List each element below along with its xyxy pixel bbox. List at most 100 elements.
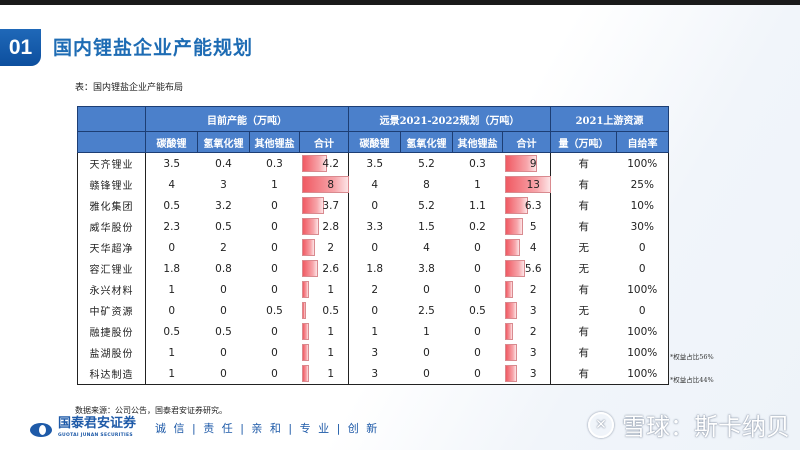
company-logo: 国泰君安证券 GUOTAI JUNAN SECURITIES <box>30 417 136 442</box>
current-value: 0.5 <box>145 195 198 216</box>
plan-value: 0 <box>452 342 503 363</box>
current-value: 0 <box>197 363 250 385</box>
plan-value: 1 <box>452 174 503 195</box>
table-row: 雅化集团 0.5 3.2 0 3.7 0 5.2 1.1 6.3 有 10% <box>77 195 670 216</box>
sub-header: 氢氧化锂 <box>400 131 453 153</box>
sub-header: 其他锂盐 <box>452 131 503 153</box>
total-value: 3 <box>529 304 537 317</box>
header-blank <box>77 106 146 132</box>
plan-value: 3.5 <box>348 152 401 174</box>
current-value: 1 <box>249 174 300 195</box>
total-bar <box>301 281 310 298</box>
total-value: 8 <box>327 178 335 191</box>
plan-value: 1 <box>400 321 453 342</box>
current-value: 0 <box>249 195 300 216</box>
total-bar <box>504 218 524 235</box>
company-name: 中矿资源 <box>77 300 146 321</box>
total-value: 1 <box>327 325 335 338</box>
total-value: 5.6 <box>524 262 542 275</box>
sub-header: 碳酸锂 <box>348 131 401 153</box>
self-sufficiency-rate: 0 <box>616 258 670 279</box>
current-value: 0.5 <box>249 300 300 321</box>
header-plan: 远景2021-2022规划（万吨） <box>347 106 552 132</box>
plan-value: 0.2 <box>452 216 503 237</box>
current-value: 0.5 <box>197 216 250 237</box>
total-bar <box>504 260 526 277</box>
current-value: 0 <box>197 300 250 321</box>
plan-value: 4 <box>348 174 401 195</box>
logo-icon <box>30 423 52 437</box>
current-total: 1 <box>299 363 349 385</box>
current-value: 0 <box>249 279 300 300</box>
plan-value: 3.8 <box>400 258 453 279</box>
total-bar <box>301 176 349 193</box>
snowball-icon: ✕ <box>588 411 614 438</box>
total-bar <box>301 218 320 235</box>
plan-total: 9 <box>502 152 552 174</box>
plan-value: 0 <box>348 195 401 216</box>
sub-header: 碳酸锂 <box>145 131 198 153</box>
total-bar <box>504 176 551 193</box>
current-total: 2 <box>299 237 349 258</box>
current-value: 1 <box>145 279 198 300</box>
current-value: 0 <box>197 342 250 363</box>
current-value: 0 <box>249 216 300 237</box>
sub-header: 自给率 <box>616 131 670 153</box>
total-value: 13 <box>526 178 540 191</box>
total-value: 3 <box>529 346 537 359</box>
current-value: 0.5 <box>145 321 198 342</box>
table-row: 天齐锂业 3.5 0.4 0.3 4.2 3.5 5.2 0.3 9 有 100% <box>77 152 670 174</box>
total-bar <box>301 344 310 361</box>
total-value: 1 <box>327 346 335 359</box>
plan-value: 0 <box>400 363 453 385</box>
equity-note: *权益占比44% <box>670 376 714 384</box>
company-name: 雅化集团 <box>77 195 146 216</box>
current-value: 0.8 <box>197 258 250 279</box>
plan-value: 0 <box>400 279 453 300</box>
total-bar <box>301 302 307 319</box>
company-name: 天齐锂业 <box>77 152 146 174</box>
resource-status: 无 <box>550 258 617 279</box>
table-row: 威华股份 2.3 0.5 0 2.8 3.3 1.5 0.2 5 有 30% <box>77 216 670 237</box>
group-header-row: 目前产能（万吨） 远景2021-2022规划（万吨） 2021上游资源 <box>77 106 670 132</box>
total-value: 3 <box>529 367 537 380</box>
total-bar <box>301 239 315 256</box>
total-bar <box>504 197 528 214</box>
company-name: 赣锋锂业 <box>77 174 146 195</box>
table-row: 容汇锂业 1.8 0.8 0 2.6 1.8 3.8 0 5.6 无 0 <box>77 258 670 279</box>
current-total: 1 <box>299 279 349 300</box>
plan-value: 0 <box>452 279 503 300</box>
total-bar <box>301 260 319 277</box>
total-value: 6.3 <box>524 199 542 212</box>
sub-header-row: 碳酸锂 氢氧化锂 其他锂盐 合计 碳酸锂 氢氧化锂 其他锂盐 合计 量（万吨） … <box>77 131 670 153</box>
plan-total: 3 <box>502 363 552 385</box>
plan-value: 0 <box>452 237 503 258</box>
self-sufficiency-rate: 0 <box>616 237 670 258</box>
total-bar <box>301 323 310 340</box>
current-value: 0 <box>145 300 198 321</box>
sub-header: 其他锂盐 <box>249 131 300 153</box>
total-value: 0.5 <box>322 304 340 317</box>
watermark-text: 雪球：斯卡纳贝 <box>622 413 790 441</box>
total-value: 2.8 <box>322 220 340 233</box>
plan-total: 4 <box>502 237 552 258</box>
plan-value: 0 <box>452 258 503 279</box>
current-value: 0 <box>249 363 300 385</box>
table-row: 融捷股份 0.5 0.5 0 1 1 1 0 2 有 100% <box>77 321 670 342</box>
plan-value: 0.5 <box>452 300 503 321</box>
sub-header: 氢氧化锂 <box>197 131 250 153</box>
current-value: 4 <box>145 174 198 195</box>
plan-total: 3 <box>502 300 552 321</box>
plan-value: 3 <box>348 363 401 385</box>
resource-status: 有 <box>550 174 617 195</box>
resource-status: 有 <box>550 363 617 385</box>
total-bar <box>504 344 517 361</box>
company-name: 科达制造 <box>77 363 146 385</box>
company-name: 融捷股份 <box>77 321 146 342</box>
self-sufficiency-rate: 30% <box>616 216 670 237</box>
resource-status: 有 <box>550 279 617 300</box>
current-value: 3 <box>197 174 250 195</box>
total-bar <box>504 239 521 256</box>
logo-en: GUOTAI JUNAN SECURITIES <box>58 433 133 438</box>
total-value: 3.7 <box>322 199 340 212</box>
